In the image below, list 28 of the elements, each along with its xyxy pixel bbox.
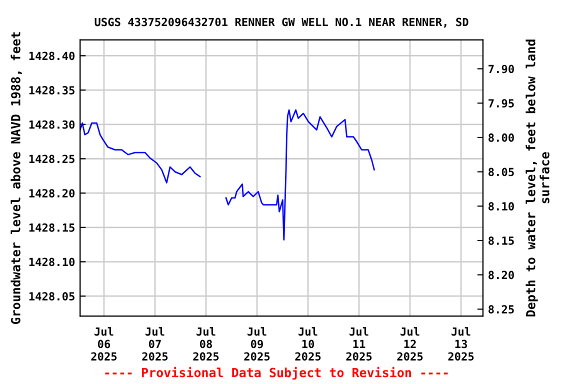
y-tick-label: 1428.20 bbox=[29, 189, 75, 198]
y-tick-label: 1428.15 bbox=[29, 223, 74, 232]
x-tick-label: Jul 07 2025 bbox=[142, 327, 168, 361]
y-tick-label: 1428.30 bbox=[29, 120, 75, 129]
y-tick-label: 1428.10 bbox=[29, 258, 75, 266]
x-tick-label: Jul 13 2025 bbox=[448, 327, 474, 361]
y2-tick-label: 8.15 bbox=[488, 236, 514, 245]
x-tick-label: Jul 08 2025 bbox=[193, 327, 219, 361]
x-tick-label: Jul 11 2025 bbox=[346, 327, 372, 361]
y2-tick-label: 7.90 bbox=[488, 64, 514, 74]
y-tick-label: 1428.40 bbox=[29, 52, 75, 60]
chart-title: USGS 433752096432701 RENNER GW WELL NO.1 NEAR RENNER, SD bbox=[94, 18, 468, 28]
y2-tick-label: 8.05 bbox=[488, 168, 514, 176]
y2-tick-label: 8.10 bbox=[488, 202, 514, 211]
y-tick-label: 1428.25 bbox=[29, 154, 74, 164]
y2-tick-label: 8.20 bbox=[488, 270, 514, 280]
y-axis-title: Groundwater level above NAVD 1988, feet bbox=[10, 32, 22, 324]
x-tick-label: Jul 09 2025 bbox=[244, 327, 270, 361]
y2-axis-title: Depth to water level, feet below land surface bbox=[526, 40, 550, 316]
text: ---- Provisional Data Subject to Revision ---- bbox=[105, 366, 448, 380]
y-tick-label: 1428.35 bbox=[29, 86, 74, 94]
y2-tick-label: 7.95 bbox=[488, 99, 514, 108]
y-tick-label: 1428.05 bbox=[29, 292, 74, 300]
y2-tick-label: 8.25 bbox=[488, 305, 514, 314]
x-tick-label: Jul 12 2025 bbox=[397, 327, 423, 361]
x-tick-label: Jul 10 2025 bbox=[295, 327, 321, 361]
x-tick-label: Jul 06 2025 bbox=[91, 327, 117, 361]
y2-tick-label: 8.00 bbox=[488, 133, 514, 142]
